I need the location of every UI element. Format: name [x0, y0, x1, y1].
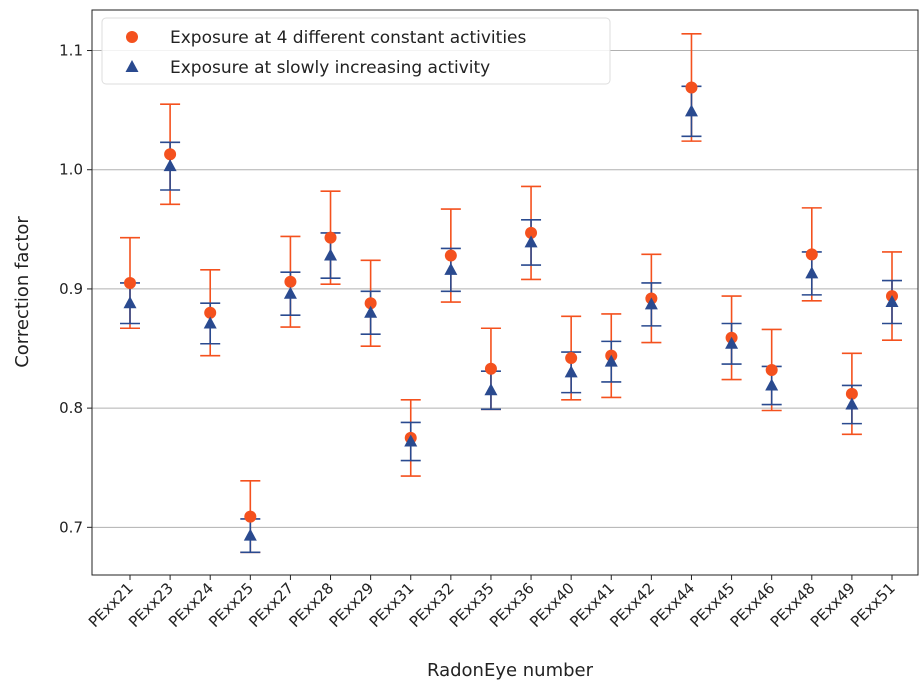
point [885, 295, 899, 308]
point [204, 306, 217, 319]
point [845, 397, 859, 410]
point [123, 296, 137, 309]
point [203, 316, 217, 329]
legend-label: Exposure at slowly increasing activity [170, 58, 490, 78]
y-tick-label: 1.0 [59, 161, 83, 179]
point [124, 276, 136, 289]
point [805, 266, 819, 279]
y-tick-label: 0.7 [59, 518, 83, 536]
point [164, 148, 177, 161]
point [244, 510, 257, 523]
point [324, 248, 338, 261]
point [283, 286, 297, 299]
point [765, 378, 779, 391]
x-axis-label: RadonEye number [427, 660, 594, 681]
point [243, 528, 257, 541]
point [364, 305, 378, 318]
point [845, 387, 858, 400]
point [604, 354, 618, 367]
y-tick-label: 0.9 [59, 280, 83, 298]
point [644, 297, 658, 310]
point [524, 235, 538, 248]
point [324, 231, 337, 244]
point [684, 104, 698, 117]
point [484, 383, 498, 396]
point [564, 365, 578, 378]
legend-marker [125, 60, 139, 72]
plot-frame [91, 9, 919, 576]
point [565, 352, 578, 365]
point [364, 297, 377, 310]
legend-label: Exposure at 4 different constant activit… [170, 28, 527, 48]
legend-marker [126, 31, 138, 43]
point [284, 275, 297, 288]
point [484, 362, 497, 375]
y-tick-label: 0.8 [59, 399, 83, 417]
point [685, 81, 698, 94]
point [765, 363, 778, 376]
y-tick-label: 1.1 [59, 42, 83, 60]
point [805, 248, 818, 261]
x-tick-label: PExx51 [847, 579, 899, 631]
point [444, 262, 458, 275]
point [525, 226, 538, 239]
point [725, 336, 739, 349]
y-axis-label: Correction factor [12, 216, 33, 368]
point [444, 249, 457, 262]
legend-box [101, 17, 611, 85]
point [404, 434, 418, 447]
point [163, 159, 177, 172]
